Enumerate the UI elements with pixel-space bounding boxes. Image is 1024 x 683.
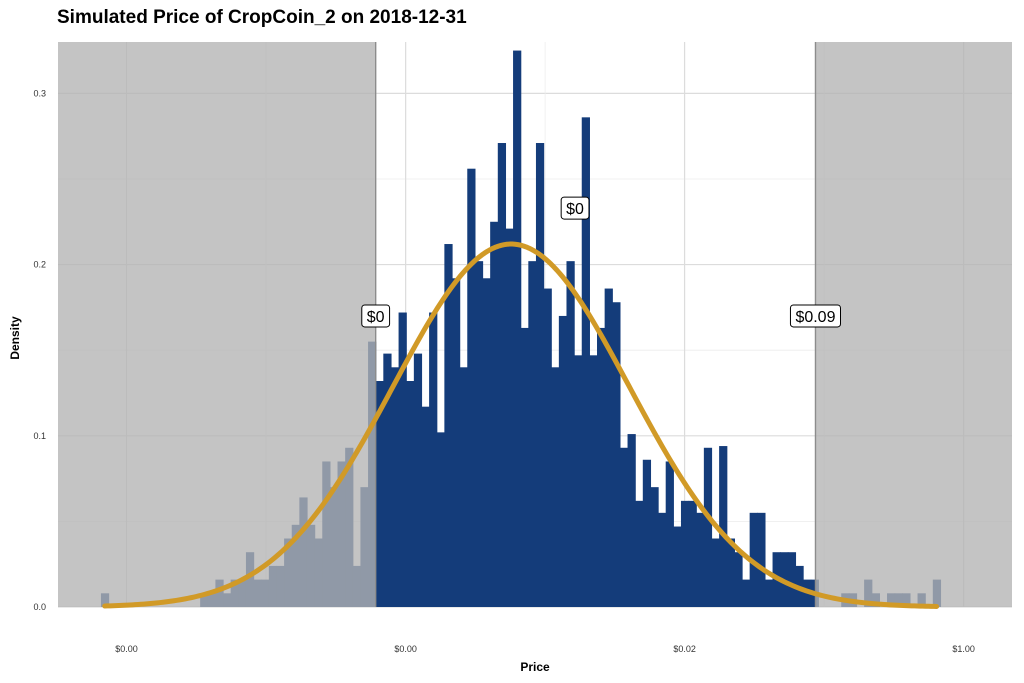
histogram-bar <box>383 353 392 607</box>
normal-density-curve <box>102 241 940 609</box>
x-axis-ticks: $0.00 $0.00 $0.02 $1.00 <box>115 644 975 654</box>
histogram-bar <box>429 312 438 607</box>
y-tick-label: 0.0 <box>33 602 46 612</box>
histogram-bar <box>627 434 636 607</box>
histogram-bar <box>551 367 560 607</box>
histogram-bar <box>688 500 697 607</box>
price-callout: $0 <box>361 304 391 328</box>
histogram-bar <box>543 288 552 607</box>
histogram-bar <box>558 315 568 607</box>
histogram-bar <box>680 500 690 607</box>
histogram-bar <box>581 117 590 607</box>
histogram-bar <box>696 512 705 607</box>
histogram-bar <box>482 278 491 607</box>
price-callout: $0.09 <box>789 304 841 328</box>
callout-label: $0 <box>367 309 385 326</box>
y-axis-label: Density <box>8 316 22 360</box>
histogram-bar <box>734 552 743 607</box>
histogram-bar <box>490 221 499 608</box>
histogram-bar <box>444 244 453 607</box>
histogram-bar <box>635 500 644 607</box>
x-axis-label: Price <box>520 660 550 674</box>
histogram-bar <box>612 302 621 607</box>
histogram-bar <box>535 143 545 608</box>
y-tick-label: 0.3 <box>33 88 46 98</box>
y-tick-label: 0.1 <box>33 431 46 441</box>
histogram-bar <box>658 512 667 607</box>
histogram-bar <box>726 538 735 607</box>
left-tail-shade <box>58 42 376 607</box>
histogram-bar <box>513 50 522 607</box>
histogram-bar <box>764 579 774 607</box>
histogram-bar <box>406 381 415 607</box>
histogram-bar <box>642 459 652 607</box>
callout-label: $0.09 <box>795 309 835 326</box>
histogram-bar <box>566 261 575 607</box>
histogram-bar <box>757 512 766 607</box>
y-axis-ticks: 0.0 0.1 0.2 0.3 <box>33 88 46 612</box>
histogram-bar <box>528 261 537 607</box>
price-callouts: $0 $0 $0.09 <box>361 196 841 328</box>
histogram-bar <box>413 353 423 607</box>
x-tick-label: $0.02 <box>673 644 696 654</box>
histogram-bar <box>650 487 659 607</box>
density-curve-layer <box>102 241 940 609</box>
histogram-bar <box>742 579 751 607</box>
x-tick-label: $0.00 <box>115 644 138 654</box>
histogram-bar <box>589 355 598 607</box>
histogram-bar <box>711 538 720 607</box>
histogram-bar <box>436 432 445 607</box>
histogram-bar <box>505 228 514 607</box>
histogram-bar <box>459 367 468 607</box>
histogram-bar <box>398 312 407 607</box>
callout-box <box>361 304 391 328</box>
histogram-bar <box>452 278 461 607</box>
x-tick-label: $0.00 <box>394 644 417 654</box>
callout-box <box>560 196 590 220</box>
right-tail-shade <box>815 42 1012 607</box>
histogram-bar <box>703 447 713 607</box>
histogram-bar <box>673 526 682 607</box>
y-tick-label: 0.2 <box>33 260 46 270</box>
price-callout: $0 <box>560 196 590 220</box>
histogram-bar <box>520 327 529 607</box>
histogram-bar <box>390 367 400 607</box>
histogram-bar <box>421 406 430 607</box>
tail-shading <box>58 42 1012 607</box>
x-tick-label: $1.00 <box>952 644 975 654</box>
histogram-bar <box>597 327 606 607</box>
histogram-bar <box>467 168 476 608</box>
histogram-bar <box>604 288 613 607</box>
chart-title: Simulated Price of CropCoin_2 on 2018-12… <box>57 7 467 28</box>
callout-label: $0 <box>566 201 584 218</box>
histogram-bar <box>719 446 728 607</box>
histogram-bar <box>375 381 384 607</box>
histogram-bar <box>474 261 484 607</box>
histogram-bar <box>497 143 507 608</box>
callout-box <box>789 304 841 328</box>
histogram-bar <box>665 461 674 607</box>
histogram-bar <box>787 552 797 607</box>
histogram-bar <box>574 355 583 607</box>
histogram-bar <box>619 447 629 607</box>
